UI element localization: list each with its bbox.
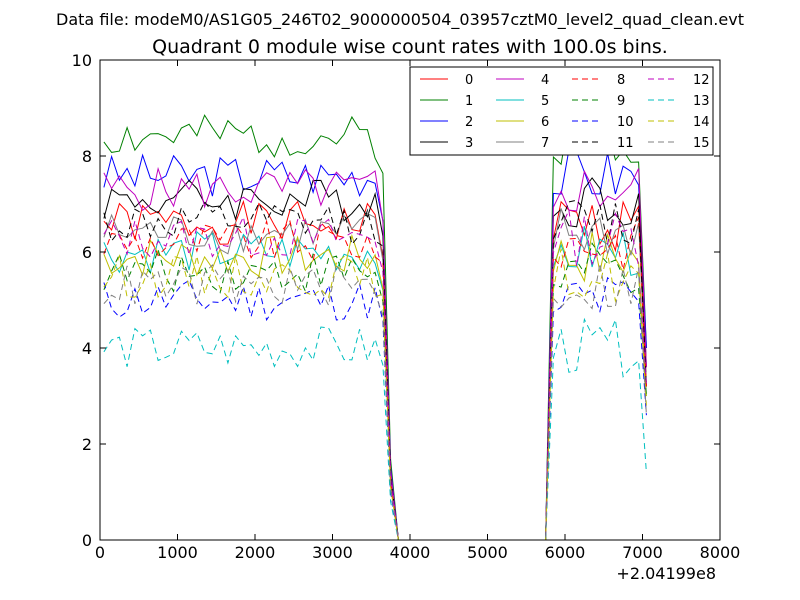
- series-line-7: [103, 208, 647, 541]
- series-line-6: [103, 232, 647, 541]
- chart-suptitle: Data file: modeM0/AS1G05_246T02_90000005…: [56, 10, 744, 30]
- legend-label-2: 2: [465, 115, 473, 130]
- y-tick-label: 6: [82, 243, 92, 262]
- series-line-12: [103, 208, 647, 541]
- legend-label-7: 7: [541, 136, 549, 151]
- x-offset-label: +2.04199e8: [616, 564, 716, 583]
- x-tick-label: 7000: [622, 543, 663, 562]
- y-tick-label: 0: [82, 531, 92, 550]
- series-line-4: [103, 166, 647, 541]
- x-tick-label: 6000: [545, 543, 586, 562]
- y-tick-label: 8: [82, 147, 92, 166]
- y-tick-label: 10: [72, 51, 92, 70]
- series-line-9: [103, 242, 647, 541]
- series-line-5: [103, 226, 647, 541]
- x-tick-label: 8000: [700, 543, 741, 562]
- legend-label-6: 6: [541, 115, 549, 130]
- series-line-8: [103, 217, 647, 541]
- x-tick-label: 1000: [157, 543, 198, 562]
- legend-label-9: 9: [617, 94, 625, 109]
- series-line-15: [103, 263, 647, 541]
- legend-label-5: 5: [541, 94, 549, 109]
- x-tick-label: 4000: [390, 543, 431, 562]
- plot-lines: [103, 114, 647, 541]
- legend-label-4: 4: [541, 73, 549, 88]
- legend-label-10: 10: [617, 115, 634, 130]
- legend-label-13: 13: [693, 94, 710, 109]
- legend-label-3: 3: [465, 136, 473, 151]
- series-line-11: [103, 199, 647, 541]
- legend-label-15: 15: [693, 136, 710, 151]
- x-tick-label: 3000: [312, 543, 353, 562]
- x-tick-label: 5000: [467, 543, 508, 562]
- legend-label-1: 1: [465, 94, 473, 109]
- series-line-0: [103, 199, 647, 541]
- legend-label-12: 12: [693, 73, 710, 88]
- legend-label-0: 0: [465, 73, 473, 88]
- y-tick-label: 2: [82, 435, 92, 454]
- x-tick-label: 2000: [235, 543, 276, 562]
- series-line-10: [103, 276, 647, 541]
- legend-box: [409, 66, 714, 156]
- legend-label-11: 11: [617, 136, 634, 151]
- legend-label-8: 8: [617, 73, 625, 88]
- series-line-14: [103, 248, 647, 541]
- series-line-2: [103, 149, 647, 541]
- series-line-3: [103, 177, 647, 541]
- series-line-13: [103, 317, 647, 541]
- legend-label-14: 14: [693, 115, 710, 130]
- x-tick-label: 0: [95, 543, 105, 562]
- y-tick-label: 4: [82, 339, 92, 358]
- chart-title: Quadrant 0 module wise count rates with …: [152, 36, 668, 58]
